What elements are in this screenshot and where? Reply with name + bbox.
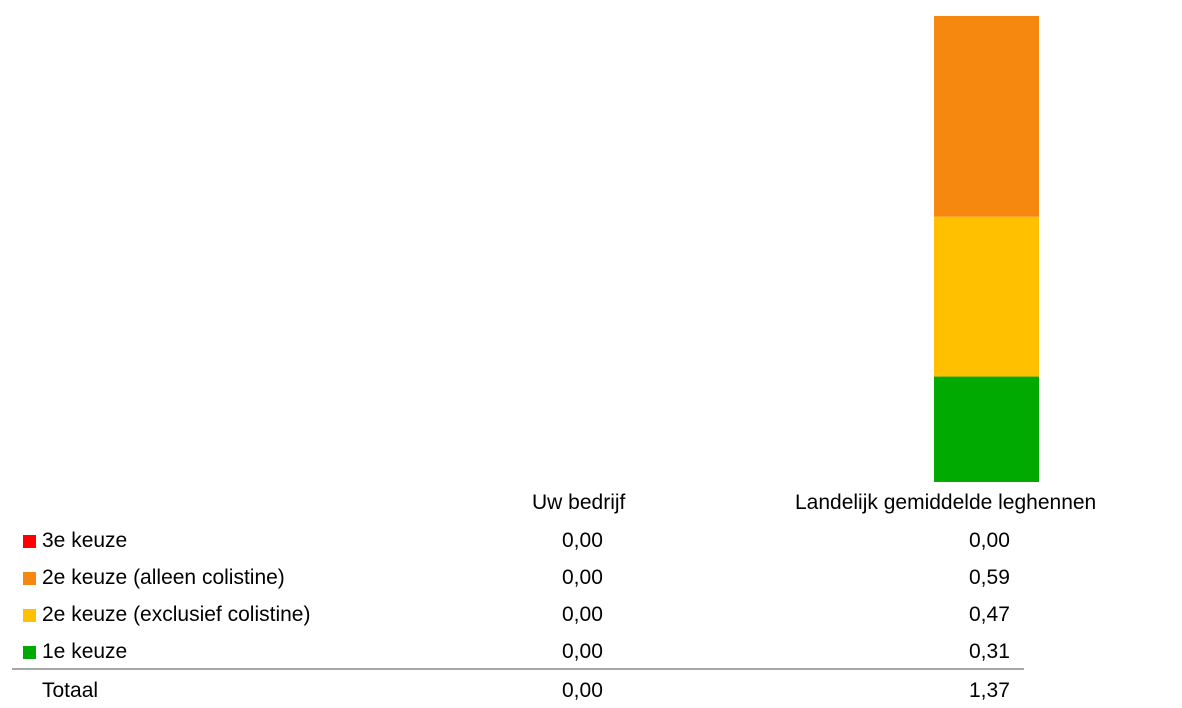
legend-label-2e-keuze-alleen-colistine: 2e keuze (alleen colistine) [42,566,285,589]
value-uw-bedrijf-3e-keuze: 0,00 [562,529,603,552]
value-landelijk-1e-keuze: 0,31 [969,640,1010,663]
value-uw-bedrijf-2e-keuze-exclusief-colistine: 0,00 [562,603,603,626]
total-label: Totaal [42,679,99,702]
value-landelijk-2e-keuze-alleen-colistine: 0,59 [969,566,1010,589]
bar-segment-1-1 [934,16,1039,217]
bar-segment-1-3 [934,376,1039,482]
legend-swatch-2e-keuze-exclusief-colistine [23,609,36,622]
table-divider [12,668,1024,670]
legend-swatch-3e-keuze [23,535,36,548]
legend-swatch-1e-keuze [23,646,36,659]
value-uw-bedrijf-1e-keuze: 0,00 [562,640,603,663]
value-uw-bedrijf-2e-keuze-alleen-colistine: 0,00 [562,566,603,589]
bar-segment-1-2 [934,216,1039,377]
legend-label-1e-keuze: 1e keuze [42,640,128,663]
total-landelijk: 1,37 [969,679,1010,702]
category-label-landelijk: Landelijk gemiddelde leghennen [795,491,1097,514]
category-label-uw-bedrijf: Uw bedrijf [532,491,626,514]
value-landelijk-3e-keuze: 0,00 [969,529,1010,552]
value-landelijk-2e-keuze-exclusief-colistine: 0,47 [969,603,1010,626]
legend-swatch-2e-keuze-alleen-colistine [23,572,36,585]
legend-label-3e-keuze: 3e keuze [42,529,128,552]
total-uw-bedrijf: 0,00 [562,679,603,702]
legend-label-2e-keuze-exclusief-colistine: 2e keuze (exclusief colistine) [42,603,311,626]
